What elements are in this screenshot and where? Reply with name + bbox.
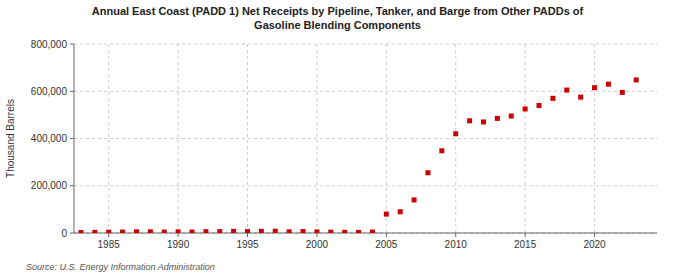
- grid-line-x: [178, 44, 179, 233]
- tick-x: [525, 233, 526, 237]
- point: [273, 229, 278, 233]
- point: [134, 229, 139, 233]
- point: [162, 230, 167, 233]
- tick-x: [455, 233, 456, 237]
- point: [564, 88, 569, 93]
- point: [495, 116, 500, 121]
- point: [384, 212, 389, 217]
- point: [620, 90, 625, 95]
- x-axis-line: [74, 233, 657, 234]
- point: [287, 229, 292, 233]
- point: [259, 229, 264, 233]
- point: [301, 229, 306, 233]
- grid: [74, 44, 657, 233]
- point: [425, 170, 430, 175]
- point: [523, 106, 528, 111]
- annotation: Source: U.S. Energy Information Administ…: [26, 262, 215, 272]
- point: [342, 230, 347, 233]
- grid-line-y: [74, 44, 657, 45]
- tick-x: [178, 233, 179, 237]
- point: [370, 230, 375, 233]
- point: [467, 118, 472, 123]
- tick-label-x: 2015: [514, 239, 537, 250]
- point: [634, 77, 639, 82]
- grid-line-x: [455, 44, 456, 233]
- point: [203, 229, 208, 233]
- point: [148, 229, 153, 233]
- point: [398, 209, 403, 214]
- grid-line-x: [316, 44, 317, 233]
- point: [245, 229, 250, 233]
- grid-line-y: [74, 185, 657, 186]
- tick-label-x: 2010: [445, 239, 468, 250]
- point: [412, 197, 417, 202]
- point: [106, 230, 111, 233]
- tick-label-y: 800,000: [31, 39, 68, 50]
- point: [439, 148, 444, 153]
- grid-line-x: [108, 44, 109, 233]
- tick-label-x: 1990: [167, 239, 190, 250]
- point: [314, 229, 319, 233]
- point: [176, 229, 181, 233]
- point: [550, 96, 555, 101]
- grid-line-x: [525, 44, 526, 233]
- tick-x: [247, 233, 248, 237]
- y-axis-line: [74, 44, 75, 233]
- tick-label-x: 2000: [306, 239, 329, 250]
- point: [592, 85, 597, 90]
- axes: 0 200,000 400,000 600,000 800,000 1985 1990 199…: [31, 39, 657, 251]
- point: [189, 230, 194, 233]
- chart-container: Annual East Coast (PADD 1) Net Receipts …: [0, 0, 675, 275]
- point: [453, 131, 458, 136]
- grid-line-y: [74, 91, 657, 92]
- point: [509, 114, 514, 119]
- point: [356, 230, 361, 233]
- tick-x: [316, 233, 317, 237]
- point: [92, 230, 97, 233]
- title: Annual East Coast (PADD 1) Net Receipts …: [92, 5, 584, 31]
- point: [537, 103, 542, 108]
- point: [481, 119, 486, 124]
- chart: Annual East Coast (PADD 1) Net Receipts …: [0, 0, 675, 275]
- grid-line-x: [386, 44, 387, 233]
- tick-label-x: 1985: [98, 239, 121, 250]
- tick-y: [70, 44, 74, 45]
- grid-line-x: [247, 44, 248, 233]
- tick-label-y: 0: [61, 228, 67, 239]
- grid-line-x: [594, 44, 595, 233]
- point: [578, 95, 583, 100]
- tick-x: [386, 233, 387, 237]
- point: [217, 229, 222, 233]
- tick-label-x: 2020: [583, 239, 606, 250]
- grid-line-y: [74, 138, 657, 139]
- tick-label-y: 600,000: [31, 86, 68, 97]
- point: [120, 230, 125, 233]
- y-axis-label: Thousand Barrels: [5, 99, 16, 178]
- marks: [78, 77, 638, 233]
- tick-x: [108, 233, 109, 237]
- point: [78, 230, 83, 233]
- tick-y: [70, 185, 74, 186]
- point: [606, 82, 611, 87]
- tick-label-y: 400,000: [31, 133, 68, 144]
- tick-y: [70, 91, 74, 92]
- tick-y: [70, 233, 74, 234]
- point: [231, 229, 236, 233]
- tick-label-x: 2005: [375, 239, 398, 250]
- tick-x: [594, 233, 595, 237]
- point: [328, 230, 333, 233]
- grid-line-y: [74, 233, 657, 234]
- tick-y: [70, 138, 74, 139]
- tick-label-x: 1995: [236, 239, 259, 250]
- tick-label-y: 200,000: [31, 180, 68, 191]
